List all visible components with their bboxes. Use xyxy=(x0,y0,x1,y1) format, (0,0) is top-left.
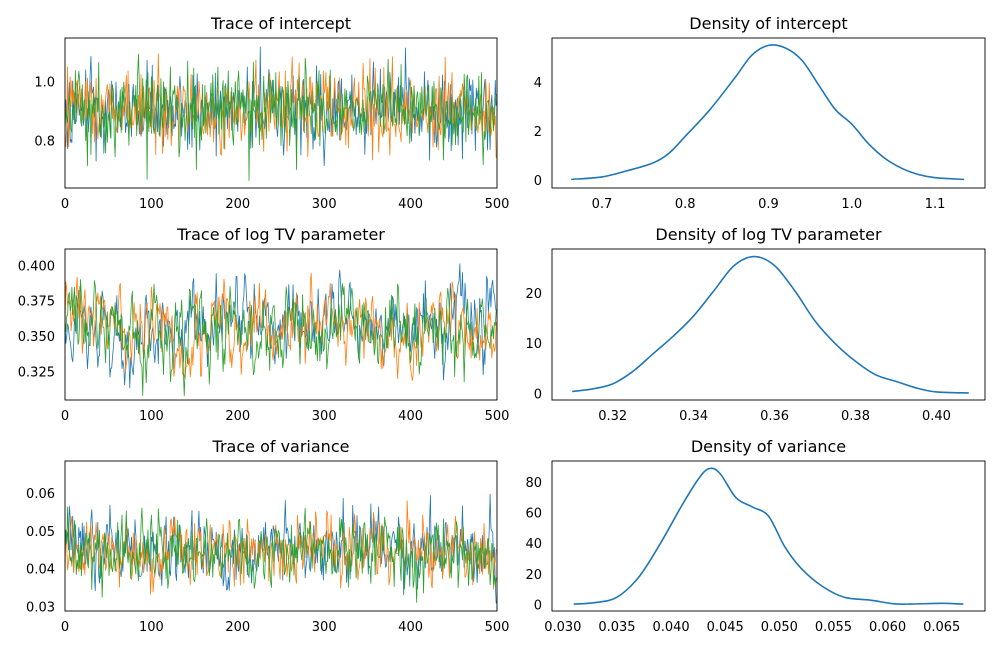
x-tick-label: 0.36 xyxy=(760,409,789,424)
y-tick-label: 80 xyxy=(525,476,542,491)
x-tick-label: 300 xyxy=(312,409,337,424)
x-tick-label: 400 xyxy=(398,620,423,635)
subplot-1: Trace of intercept 0 100 200 300 400 500 0.8 1.0 xyxy=(34,14,509,212)
x-tick-label: 0.40 xyxy=(922,409,951,424)
y-tick-label: 20 xyxy=(525,287,542,302)
y-tick-label: 1.0 xyxy=(34,76,55,91)
x-tick-label: 500 xyxy=(485,620,510,635)
plot-area xyxy=(65,493,497,604)
y-tick-label: 40 xyxy=(525,537,542,552)
y-tick-label: 0.05 xyxy=(26,525,55,540)
subplot-2: Density of intercept 0.7 0.8 0.9 1.0 1.1 0 2 4 xyxy=(534,14,986,212)
y-tick-label: 10 xyxy=(525,337,542,352)
subplot-title: Trace of variance xyxy=(212,437,350,456)
density-curve xyxy=(573,467,964,605)
y-tick-label: 0.06 xyxy=(26,487,55,502)
density-curve xyxy=(572,255,969,394)
x-tick-label: 0.045 xyxy=(707,620,744,635)
x-tick-label: 100 xyxy=(139,409,164,424)
y-tick-label: 60 xyxy=(525,507,542,522)
x-tick-label: 1.0 xyxy=(841,197,862,212)
plot-area xyxy=(65,263,497,397)
axes-frame xyxy=(64,248,498,401)
y-tick-label: 20 xyxy=(525,568,542,583)
plot-area xyxy=(573,467,964,605)
y-tick-label: 0.04 xyxy=(26,563,55,578)
y-tick-label: 0.8 xyxy=(34,134,55,149)
plot-area xyxy=(571,44,965,181)
x-tick-label: 100 xyxy=(139,620,164,635)
subplot-5: Trace of variance 0 100 200 300 400 500 0.03 0.0… xyxy=(26,437,509,635)
y-tick-label: 0 xyxy=(534,598,542,613)
chain-3-trace-line xyxy=(65,506,497,603)
y-tick-label: 2 xyxy=(534,125,542,140)
subplot-title: Trace of intercept xyxy=(210,14,351,33)
x-tick-label: 0.32 xyxy=(598,409,627,424)
subplot-6: Density of variance 0.030 0.035 0.040 0.045 0… xyxy=(525,437,986,635)
y-tick-label: 0.400 xyxy=(18,259,55,274)
chain-2-trace-line xyxy=(65,500,497,595)
chain-3-trace-line xyxy=(65,53,497,182)
plot-area xyxy=(572,255,969,394)
x-tick-label: 300 xyxy=(312,197,337,212)
x-tick-label: 0.9 xyxy=(758,197,779,212)
chain-3-trace-line xyxy=(65,279,497,397)
density-curve xyxy=(571,44,965,181)
x-tick-label: 300 xyxy=(312,620,337,635)
x-tick-label: 200 xyxy=(225,620,250,635)
subplot-3: Trace of log TV parameter 0 100 200 300 400 50… xyxy=(18,225,510,424)
y-tick-label: 0.03 xyxy=(26,601,55,616)
axes-frame xyxy=(64,460,498,612)
axes-frame xyxy=(551,460,986,612)
x-tick-label: 0.040 xyxy=(652,620,689,635)
subplot-title: Density of variance xyxy=(691,437,846,456)
x-tick-label: 200 xyxy=(225,409,250,424)
chain-2-trace-line xyxy=(65,272,497,381)
y-tick-label: 0 xyxy=(534,174,542,189)
y-tick-label: 0 xyxy=(534,387,542,402)
x-tick-label: 0.7 xyxy=(592,197,613,212)
x-tick-label: 0.030 xyxy=(544,620,581,635)
axes-frame xyxy=(64,37,498,189)
x-tick-label: 400 xyxy=(398,197,423,212)
x-tick-label: 0 xyxy=(61,409,69,424)
x-tick-label: 400 xyxy=(398,409,423,424)
x-tick-label: 0.035 xyxy=(598,620,635,635)
x-tick-label: 0.050 xyxy=(761,620,798,635)
y-tick-label: 4 xyxy=(534,76,542,91)
x-tick-label: 0.055 xyxy=(815,620,852,635)
x-tick-label: 0.38 xyxy=(841,409,870,424)
x-tick-label: 0 xyxy=(61,197,69,212)
subplot-title: Trace of log TV parameter xyxy=(176,225,385,244)
axes-frame xyxy=(551,37,986,189)
y-tick-label: 0.375 xyxy=(18,295,55,310)
x-tick-label: 0.060 xyxy=(869,620,906,635)
x-tick-label: 100 xyxy=(139,197,164,212)
x-tick-label: 1.1 xyxy=(925,197,946,212)
x-tick-label: 0 xyxy=(61,620,69,635)
y-tick-label: 0.350 xyxy=(18,330,55,345)
subplot-title: Density of log TV parameter xyxy=(655,225,882,244)
subplot-title: Density of intercept xyxy=(689,14,847,33)
x-tick-label: 500 xyxy=(485,409,510,424)
x-tick-label: 0.8 xyxy=(675,197,696,212)
x-tick-label: 500 xyxy=(485,197,510,212)
subplot-4: Density of log TV parameter 0.32 0.34 0.36 0… xyxy=(525,225,986,424)
axes-frame xyxy=(551,248,986,401)
x-tick-label: 0.34 xyxy=(679,409,708,424)
x-tick-label: 200 xyxy=(225,197,250,212)
y-tick-label: 0.325 xyxy=(18,365,55,380)
x-tick-label: 0.065 xyxy=(923,620,960,635)
plot-area xyxy=(65,46,497,182)
